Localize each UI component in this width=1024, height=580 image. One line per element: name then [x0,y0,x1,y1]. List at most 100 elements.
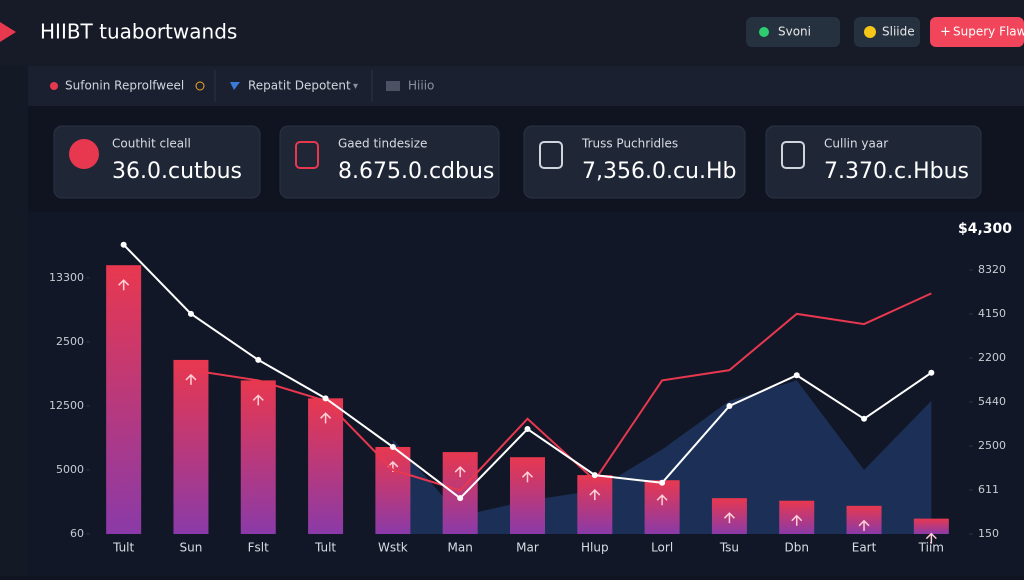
bar [106,265,142,534]
x-tick-label: Hlup [581,541,609,555]
x-tick-label: Wstk [378,541,408,555]
y-tick-label: 13300 [49,271,84,284]
bar-icon [521,471,534,483]
x-tick-label: Lorl [651,541,673,555]
x-tick-label: Eart [852,541,877,555]
header-bar [0,0,1024,66]
area [392,380,932,534]
button-label: Sliide [882,25,915,39]
line-marker [726,403,733,409]
line-marker [591,472,598,479]
card-icon [295,141,319,169]
y-tick-label: 12500 [49,399,84,412]
card-value: 8.675.0.cdbus [338,159,494,184]
icon [759,27,769,37]
icon [386,81,400,91]
line-marker [322,395,329,402]
card [523,125,746,199]
bar-icon [791,514,803,526]
line-marker [659,479,666,486]
icon [195,81,205,91]
line-marker [389,443,396,450]
bar-icon [925,532,937,544]
line-marker [861,415,868,422]
card-label: Gaed tindesize [338,137,427,151]
bar [577,475,613,534]
bar-icon [723,512,735,524]
button[interactable] [746,17,840,47]
plus-icon: + [940,25,951,40]
card-value: 36.0.cutbus [112,159,242,184]
bar-icon [252,394,264,406]
bar [375,446,411,534]
x-tick-label: Tsu [719,541,739,555]
bar-icon [454,466,466,478]
tab[interactable]: Hiiio [408,79,434,93]
toolbar [28,66,1024,106]
card-label: Truss Puchridles [581,137,678,151]
bar-icon [656,494,668,506]
button-label: Svoni [778,25,811,39]
bar [173,359,209,534]
y2-tick-label: 4150 [978,307,1006,320]
line-marker [793,372,800,379]
app-title: HIIBT tuabortwands [40,20,237,44]
y2-axis-label: $4,300 [958,221,1012,237]
x-tick-label: Sun [180,541,203,555]
card [765,125,982,199]
y2-tick-label: 150 [978,527,999,540]
x-tick-label: Tult [112,541,134,555]
button-label: Supery Flaw [953,25,1024,39]
card [279,125,500,199]
card-icon [781,141,805,169]
tab[interactable]: Sufonin Reprolfweel [65,79,184,93]
card [53,125,261,199]
bar [644,480,680,534]
sidebar [0,66,28,576]
y-tick-label: 60 [70,527,84,540]
button[interactable] [854,17,920,47]
bar-icon [858,519,870,531]
card-icon [69,139,99,169]
line-marker [120,241,127,248]
bar-icon [118,279,130,291]
x-tick-label: Dbn [784,541,808,555]
card-value: 7.370.c.Hbus [824,159,969,184]
icon [864,26,876,38]
x-tick-label: Fslt [248,541,269,555]
line-marker [457,495,464,502]
y-tick-label: 5000 [56,463,84,476]
y2-tick-label: 2500 [978,439,1006,452]
tab[interactable]: Repatit Depotent [248,79,351,93]
card-icon [539,141,563,169]
y-tick-label: 2500 [56,335,84,348]
card-label: Cullin yaar [824,137,888,151]
bar-icon [185,373,197,385]
bar-icon [320,412,332,424]
line [190,292,932,492]
button[interactable] [930,17,1024,47]
line-marker [255,356,262,363]
y2-tick-label: 8320 [978,263,1006,276]
y2-tick-label: 611 [978,483,999,496]
bar [442,452,478,534]
x-tick-label: Man [448,541,473,555]
x-tick-label: Mar [516,541,539,555]
card-label: Couthit cleall [112,137,191,151]
icon [230,82,240,90]
bar-icon [589,489,601,501]
x-tick-label: Tiim [918,541,944,555]
line-marker [187,310,194,317]
bar [510,457,545,534]
bar [913,518,949,534]
y2-tick-label: 5440 [978,395,1006,408]
bar [240,380,276,534]
x-tick-label: Tult [314,541,336,555]
icon [50,82,58,90]
y2-tick-label: 2200 [978,351,1006,364]
logo [0,22,16,42]
card-value: 7,356.0.cu.Hb [582,159,737,184]
line-marker [928,369,935,376]
line-marker [524,426,531,433]
